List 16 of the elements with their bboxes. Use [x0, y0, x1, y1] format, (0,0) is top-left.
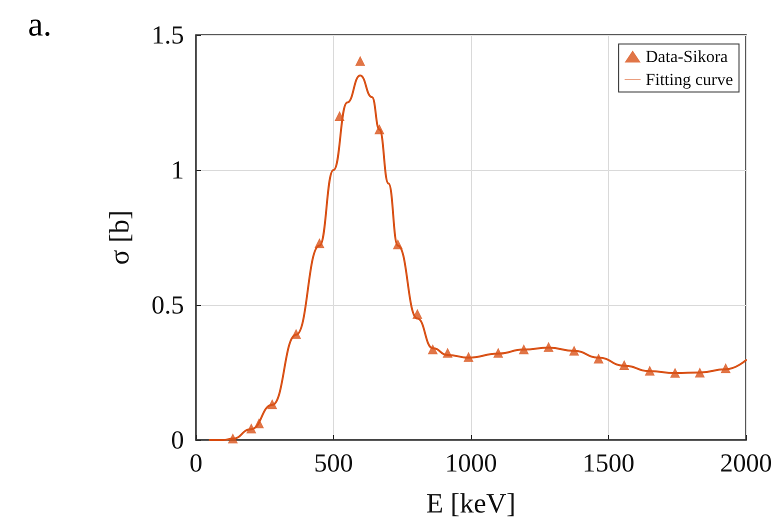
x-tick-label: 0 — [190, 448, 202, 478]
legend-label: Fitting curve — [646, 70, 734, 89]
x-tick-label: 1500 — [582, 448, 634, 478]
text: a. — [28, 6, 52, 44]
point — [355, 56, 366, 66]
legend-label: Data-Sikora — [646, 47, 728, 66]
y-axis-title: σ [b] — [104, 210, 136, 265]
y-tick-label: 0 — [171, 426, 184, 454]
x-tick-label: 1000 — [445, 448, 497, 478]
x-tick-label: 500 — [314, 448, 353, 478]
y-tick-label: 1.5 — [152, 20, 184, 50]
y-tick-label: 1 — [171, 156, 184, 184]
point — [428, 344, 438, 354]
x-tick-label: 2000 — [720, 448, 772, 478]
x-axis-title: E [keV] — [426, 488, 516, 520]
y-tick-label: 0.5 — [152, 290, 184, 320]
